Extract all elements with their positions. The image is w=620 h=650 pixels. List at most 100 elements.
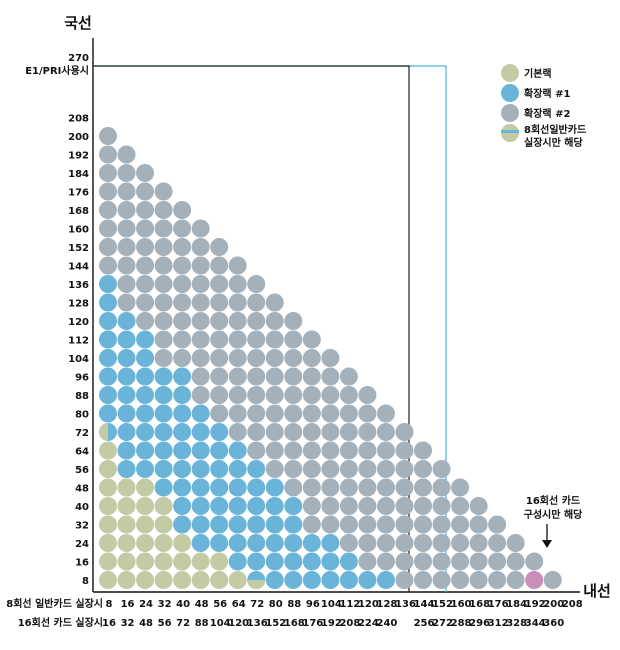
point-40-168 [173,201,192,219]
point-104-80 [321,404,340,423]
point-24-120 [136,312,155,330]
point-40-64 [173,441,192,460]
y-tick-208: 208 [68,114,89,125]
point-56-128 [210,293,229,312]
y-tick-40: 40 [75,502,89,513]
point-56-112 [210,330,229,349]
x-tick-row2-48: 48 [139,618,153,629]
point-160-32 [451,515,470,534]
point-8-40 [99,497,117,515]
point-64-40 [228,497,247,515]
point-64-104 [228,349,247,367]
point-48-32 [191,515,210,534]
point-176-16 [488,552,507,571]
x-tick-row1-152: 152 [432,599,453,610]
point-80-96 [265,367,284,386]
point-64-120 [228,312,247,330]
point-128-24 [376,534,395,552]
point-56-8 [210,571,229,589]
point-48-64 [191,441,210,460]
point-72-72 [247,423,266,441]
point-80-128 [265,293,284,312]
point-80-56 [265,460,284,478]
point-112-64 [339,441,358,460]
point-144-32 [414,515,433,534]
x-tick-row1-72: 72 [250,599,264,610]
point-80-24 [265,534,284,552]
point-24-152 [136,238,155,256]
point-56-16 [210,552,229,571]
point-64-128 [228,293,247,312]
point-104-64 [321,441,340,460]
x-tick-row1-8: 8 [106,599,113,610]
point-112-40 [339,497,358,515]
point-72-128 [247,293,266,312]
point-120-24 [358,534,377,552]
point-8-144 [99,256,117,275]
point-8-96 [99,367,117,386]
circle-grid [99,127,562,589]
point-8-112 [99,330,117,349]
point-16-144 [117,256,136,275]
point-8-24 [99,534,117,552]
point-24-72 [136,423,155,441]
point-80-80 [265,404,284,423]
point-32-136 [154,275,173,293]
legend-label-mixed-1: 8회선일반카드 [524,123,586,136]
y-ticks: 270 E1/PRI사용시 8 16 24 32 40 48 56 64 72 80 88 96 104… [25,53,89,587]
point-24-32 [136,515,155,534]
point-136-72 [395,423,414,441]
point-128-56 [376,460,395,478]
point-40-104 [173,349,192,367]
point-56-136 [210,275,229,293]
point-88-96 [284,367,303,386]
point-160-24 [451,534,470,552]
point-16-16 [117,552,136,571]
point-56-152 [210,238,229,256]
point-16-120 [117,312,136,330]
point-136-24 [395,534,414,552]
point-48-128 [191,293,210,312]
point-40-88 [173,386,192,404]
point-128-16 [376,552,395,571]
point-104-32 [321,515,340,534]
point-192-16 [525,552,544,571]
y-tick-192: 192 [68,151,89,162]
point-96-8 [302,571,321,589]
y-tick-104: 104 [68,354,89,365]
point-64-48 [228,478,247,497]
point-88-64 [284,441,303,460]
y-tick-136: 136 [68,280,89,291]
boundary-line-dark [93,65,410,592]
point-8-72 [99,423,117,441]
point-48-136 [191,275,210,293]
point-152-16 [432,552,451,571]
point-64-80 [228,404,247,423]
point-88-24 [284,534,303,552]
point-96-112 [302,330,321,349]
point-48-48 [191,478,210,497]
point-72-112 [247,330,266,349]
point-32-64 [154,441,173,460]
point-40-96 [173,367,192,386]
point-112-80 [339,404,358,423]
point-16-80 [117,404,136,423]
point-48-152 [191,238,210,256]
point-32-160 [154,219,173,238]
point-40-80 [173,404,192,423]
point-88-72 [284,423,303,441]
point-32-112 [154,330,173,349]
point-96-24 [302,534,321,552]
point-184-16 [506,552,525,571]
point-80-8 [265,571,284,589]
point-152-40 [432,497,451,515]
point-8-136 [99,275,117,293]
point-128-64 [376,441,395,460]
point-96-88 [302,386,321,404]
y-tick-64: 64 [75,447,89,458]
point-8-184 [99,164,117,182]
x-tick-row1-112: 112 [339,599,360,610]
point-16-48 [117,478,136,497]
point-152-48 [432,478,451,497]
point-16-160 [117,219,136,238]
